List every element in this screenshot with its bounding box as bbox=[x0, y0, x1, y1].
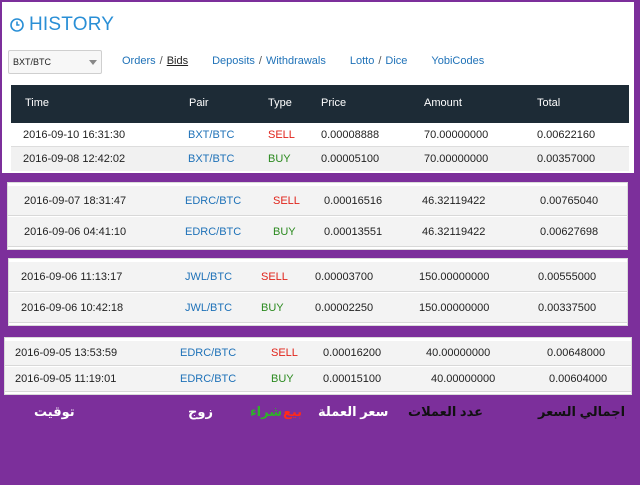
row-total: 0.00622160 bbox=[537, 129, 596, 141]
row-time: 2016-09-10 16:31:30 bbox=[23, 129, 126, 141]
row-total: 0.00648000 bbox=[547, 347, 606, 359]
col-type: Type bbox=[268, 97, 292, 109]
row-amount: 46.32119422 bbox=[422, 226, 486, 238]
row-pair[interactable]: JWL/BTC bbox=[185, 271, 233, 283]
yobicodes-link[interactable]: YobiCodes bbox=[431, 55, 485, 67]
trade-card: 2016-09-07 18:31:47 EDRC/BTC SELL 0.0001… bbox=[7, 182, 628, 250]
row-pair[interactable]: EDRC/BTC bbox=[180, 373, 237, 385]
arabic-label-pair: زوج bbox=[188, 404, 213, 419]
table-row: 2016-09-07 18:31:47 EDRC/BTC SELL 0.0001… bbox=[8, 186, 627, 216]
col-total: Total bbox=[537, 97, 561, 109]
table-row: 2016-09-05 11:19:01 EDRC/BTC BUY 0.00015… bbox=[5, 367, 631, 392]
table-row: 2016-09-06 10:42:18 JWL/BTC BUY 0.000022… bbox=[9, 293, 627, 323]
col-amount: Amount bbox=[424, 97, 462, 109]
row-total: 0.00555000 bbox=[538, 271, 597, 283]
lotto-link[interactable]: Lotto bbox=[349, 55, 375, 67]
orders-link[interactable]: Orders bbox=[122, 55, 156, 67]
nav-separator: / bbox=[258, 55, 262, 67]
table-row: 2016-09-06 11:13:17 JWL/BTC SELL 0.00003… bbox=[9, 262, 627, 292]
col-price: Price bbox=[321, 97, 347, 109]
row-type: BUY bbox=[261, 302, 284, 314]
history-panel: HISTORY BXT/BTC Orders / Bids Deposits / With… bbox=[2, 2, 634, 173]
clock-icon bbox=[10, 18, 24, 32]
table-row: 2016-09-05 13:53:59 EDRC/BTC SELL 0.0001… bbox=[5, 341, 631, 366]
row-pair[interactable]: EDRC/BTC bbox=[180, 347, 237, 359]
row-price: 0.00008888 bbox=[321, 129, 380, 141]
nav-separator: / bbox=[378, 55, 382, 67]
row-time: 2016-09-05 13:53:59 bbox=[15, 347, 118, 359]
arabic-label-total: اجمالي السعر bbox=[538, 404, 626, 419]
row-type: SELL bbox=[268, 129, 295, 141]
row-price: 0.00002250 bbox=[315, 302, 374, 314]
row-price: 0.00003700 bbox=[315, 271, 374, 283]
row-pair[interactable]: EDRC/BTC bbox=[185, 226, 242, 238]
arabic-label-buy: شراء bbox=[250, 404, 282, 419]
row-price: 0.00015100 bbox=[323, 373, 382, 385]
row-total: 0.00765040 bbox=[540, 195, 599, 207]
history-nav: Orders / Bids Deposits / Withdrawals Lotto / Dic… bbox=[122, 55, 484, 69]
table-row: 2016-09-06 04:41:10 EDRC/BTC BUY 0.00013… bbox=[8, 217, 627, 247]
row-time: 2016-09-06 11:13:17 bbox=[21, 271, 123, 283]
row-amount: 40.00000000 bbox=[431, 373, 496, 385]
row-type: BUY bbox=[271, 373, 294, 385]
row-type: BUY bbox=[273, 226, 296, 238]
row-type: SELL bbox=[261, 271, 288, 283]
row-price: 0.00016200 bbox=[323, 347, 382, 359]
row-total: 0.00604000 bbox=[549, 373, 608, 385]
row-amount: 46.32119422 bbox=[422, 195, 486, 207]
row-type: SELL bbox=[271, 347, 298, 359]
row-total: 0.00627698 bbox=[540, 226, 599, 238]
market-select[interactable]: BXT/BTC bbox=[8, 50, 102, 74]
row-type: SELL bbox=[273, 195, 300, 207]
row-type: BUY bbox=[268, 153, 291, 165]
table-row: 2016-09-08 12:42:02 BXT/BTC BUY 0.000051… bbox=[11, 147, 629, 171]
withdrawals-link[interactable]: Withdrawals bbox=[265, 55, 326, 67]
nav-separator: / bbox=[159, 55, 163, 67]
trade-card: 2016-09-06 11:13:17 JWL/BTC SELL 0.00003… bbox=[8, 258, 628, 326]
page-title: HISTORY bbox=[29, 14, 115, 35]
deposits-link[interactable]: Deposits bbox=[212, 55, 255, 67]
trade-card: 2016-09-05 13:53:59 EDRC/BTC SELL 0.0001… bbox=[4, 337, 632, 395]
row-pair[interactable]: BXT/BTC bbox=[188, 129, 235, 141]
row-pair[interactable]: JWL/BTC bbox=[185, 302, 233, 314]
market-select-value: BXT/BTC bbox=[13, 57, 52, 67]
row-pair[interactable]: EDRC/BTC bbox=[185, 195, 242, 207]
row-time: 2016-09-06 10:42:18 bbox=[21, 302, 124, 314]
row-amount: 70.00000000 bbox=[424, 129, 489, 141]
row-time: 2016-09-06 04:41:10 bbox=[24, 226, 127, 238]
arabic-label-amount: عدد العملات bbox=[408, 404, 483, 419]
dice-link[interactable]: Dice bbox=[385, 55, 408, 67]
row-time: 2016-09-08 12:42:02 bbox=[23, 153, 126, 165]
table-row: 2016-09-10 16:31:30 BXT/BTC SELL 0.00008… bbox=[11, 123, 629, 147]
row-price: 0.00005100 bbox=[321, 153, 380, 165]
arabic-label-time: توقيت bbox=[34, 404, 75, 419]
row-time: 2016-09-05 11:19:01 bbox=[15, 373, 117, 385]
row-amount: 40.00000000 bbox=[426, 347, 491, 359]
row-total: 0.00337500 bbox=[538, 302, 597, 314]
row-price: 0.00016516 bbox=[324, 195, 383, 207]
row-time: 2016-09-07 18:31:47 bbox=[24, 195, 127, 207]
row-total: 0.00357000 bbox=[537, 153, 596, 165]
history-header: HISTORY bbox=[10, 14, 114, 36]
row-amount: 150.00000000 bbox=[419, 302, 490, 314]
row-amount: 150.00000000 bbox=[419, 271, 490, 283]
row-price: 0.00013551 bbox=[324, 226, 383, 238]
chevron-down-icon bbox=[89, 60, 97, 65]
arabic-label-sell: بيع bbox=[283, 404, 303, 419]
bids-link[interactable]: Bids bbox=[166, 55, 189, 67]
col-pair: Pair bbox=[189, 97, 209, 109]
col-time: Time bbox=[25, 97, 50, 109]
table-header: Time Pair Type Price Amount Total bbox=[11, 85, 629, 123]
arabic-label-price: سعر العملة bbox=[318, 404, 389, 419]
row-pair[interactable]: BXT/BTC bbox=[188, 153, 235, 165]
row-amount: 70.00000000 bbox=[424, 153, 489, 165]
